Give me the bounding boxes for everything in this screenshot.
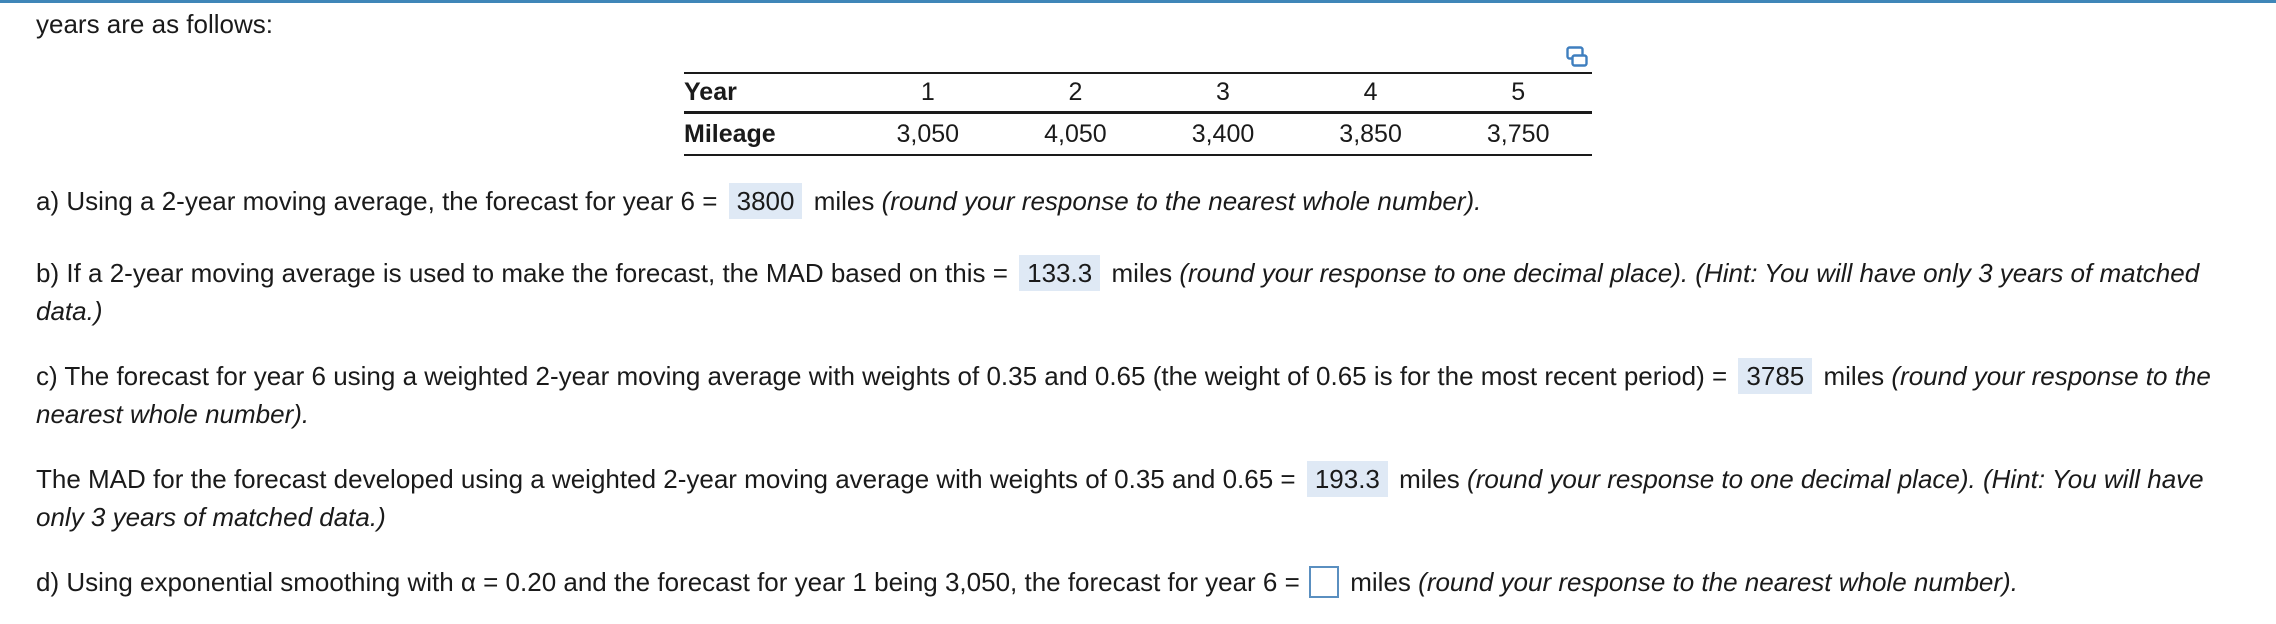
part-b-prefix: b) If a 2-year moving average is used to… [36,258,1008,288]
year-cell: 2 [1001,72,1150,114]
top-divider [0,0,2276,3]
table-header-row: Year 1 2 3 4 5 [684,72,1592,114]
intro-text: years are as follows: [36,9,273,39]
part-c-mad-answer[interactable]: 193.3 [1306,461,1388,497]
part-a-answer[interactable]: 3800 [728,183,803,219]
part-d-unit: miles [1350,567,1411,597]
part-a-prefix: a) Using a 2-year moving average, the fo… [36,186,718,216]
mileage-cell: 3,750 [1444,112,1592,156]
question-part-c: c) The forecast for year 6 using a weigh… [36,357,2246,433]
part-c-mad-note: (round your response to one decimal plac… [36,464,2204,532]
part-b-note: (round your response to one decimal plac… [36,258,2200,326]
part-c-note: (round your response to the nearest whol… [36,361,2211,429]
copy-icon[interactable] [1566,46,1588,68]
year-header: Year [684,72,854,114]
part-b-unit: miles [1111,258,1173,288]
part-a-unit: miles [813,186,875,216]
table-row: Mileage 3,050 4,050 3,400 3,850 3,750 [684,112,1592,156]
part-c-answer[interactable]: 3785 [1738,358,1813,394]
part-c-prefix: c) The forecast for year 6 using a weigh… [36,361,1728,391]
question-part-a: a) Using a 2-year moving average, the fo… [36,182,2246,220]
question-part-b: b) If a 2-year moving average is used to… [36,254,2246,330]
question-part-d: d) Using exponential smoothing with α = … [36,563,2246,601]
mileage-cell: 4,050 [1001,112,1150,156]
part-a-note: (round your response to the nearest whol… [881,186,1482,216]
mileage-cell: 3,400 [1149,112,1297,156]
part-c-unit: miles [1823,361,1885,391]
year-cell: 1 [854,72,1002,114]
part-d-answer-input[interactable] [1309,566,1340,599]
part-d-prefix: d) Using exponential smoothing with α = … [36,567,1300,597]
mileage-cell: 3,050 [854,112,1002,156]
part-b-answer[interactable]: 133.3 [1019,255,1101,291]
mileage-header: Mileage [684,112,854,156]
part-c-mad-unit: miles [1399,464,1460,494]
question-part-c-mad: The MAD for the forecast developed using… [36,460,2246,536]
year-cell: 3 [1149,72,1297,114]
year-cell: 5 [1444,72,1592,114]
part-d-note: (round your response to the nearest whol… [1418,567,2018,597]
year-cell: 4 [1296,72,1445,114]
mileage-cell: 3,850 [1296,112,1445,156]
mileage-table: Year 1 2 3 4 5 Mileage 3,050 4,050 3,400… [684,72,1592,156]
part-c-mad-prefix: The MAD for the forecast developed using… [36,464,1296,494]
